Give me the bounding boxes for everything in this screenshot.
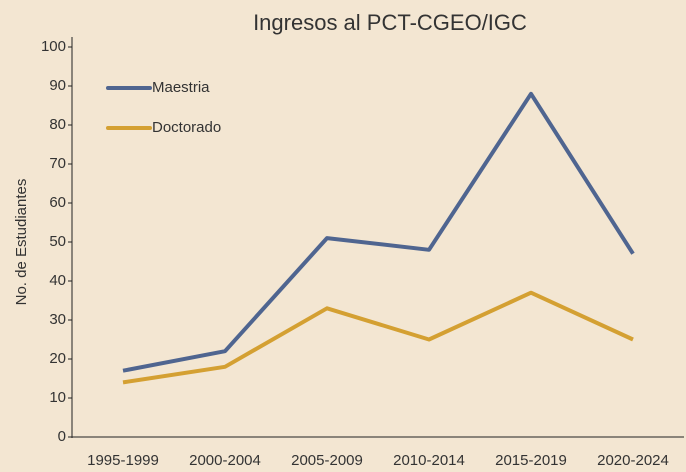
x-tick-label: 2020-2024 — [597, 452, 669, 469]
x-tick-label: 2015-2019 — [495, 452, 567, 469]
y-tick-label: 10 — [49, 389, 66, 406]
y-tick-label: 60 — [49, 194, 66, 211]
x-tick-label: 2005-2009 — [291, 452, 363, 469]
y-tick-label: 70 — [49, 155, 66, 172]
chart-title: Ingresos al PCT-CGEO/IGC — [253, 10, 527, 35]
x-tick-label: 1995-1999 — [87, 452, 159, 469]
legend-label: Doctorado — [152, 119, 221, 136]
y-tick-label: 40 — [49, 272, 66, 289]
y-tick-label: 0 — [58, 428, 66, 445]
y-axis-label: No. de Estudiantes — [13, 179, 30, 306]
y-tick-label: 90 — [49, 77, 66, 94]
line-series — [122, 290, 634, 385]
y-tick-label: 80 — [49, 116, 66, 133]
x-tick-label: 2000-2004 — [189, 452, 261, 469]
legend-label: Maestria — [152, 79, 210, 96]
y-tick-label: 20 — [49, 350, 66, 367]
line-series — [122, 91, 635, 373]
y-tick-label: 50 — [49, 233, 66, 250]
x-tick-label: 2010-2014 — [393, 452, 465, 469]
y-tick-label: 30 — [49, 311, 66, 328]
y-tick-label: 100 — [41, 38, 66, 55]
